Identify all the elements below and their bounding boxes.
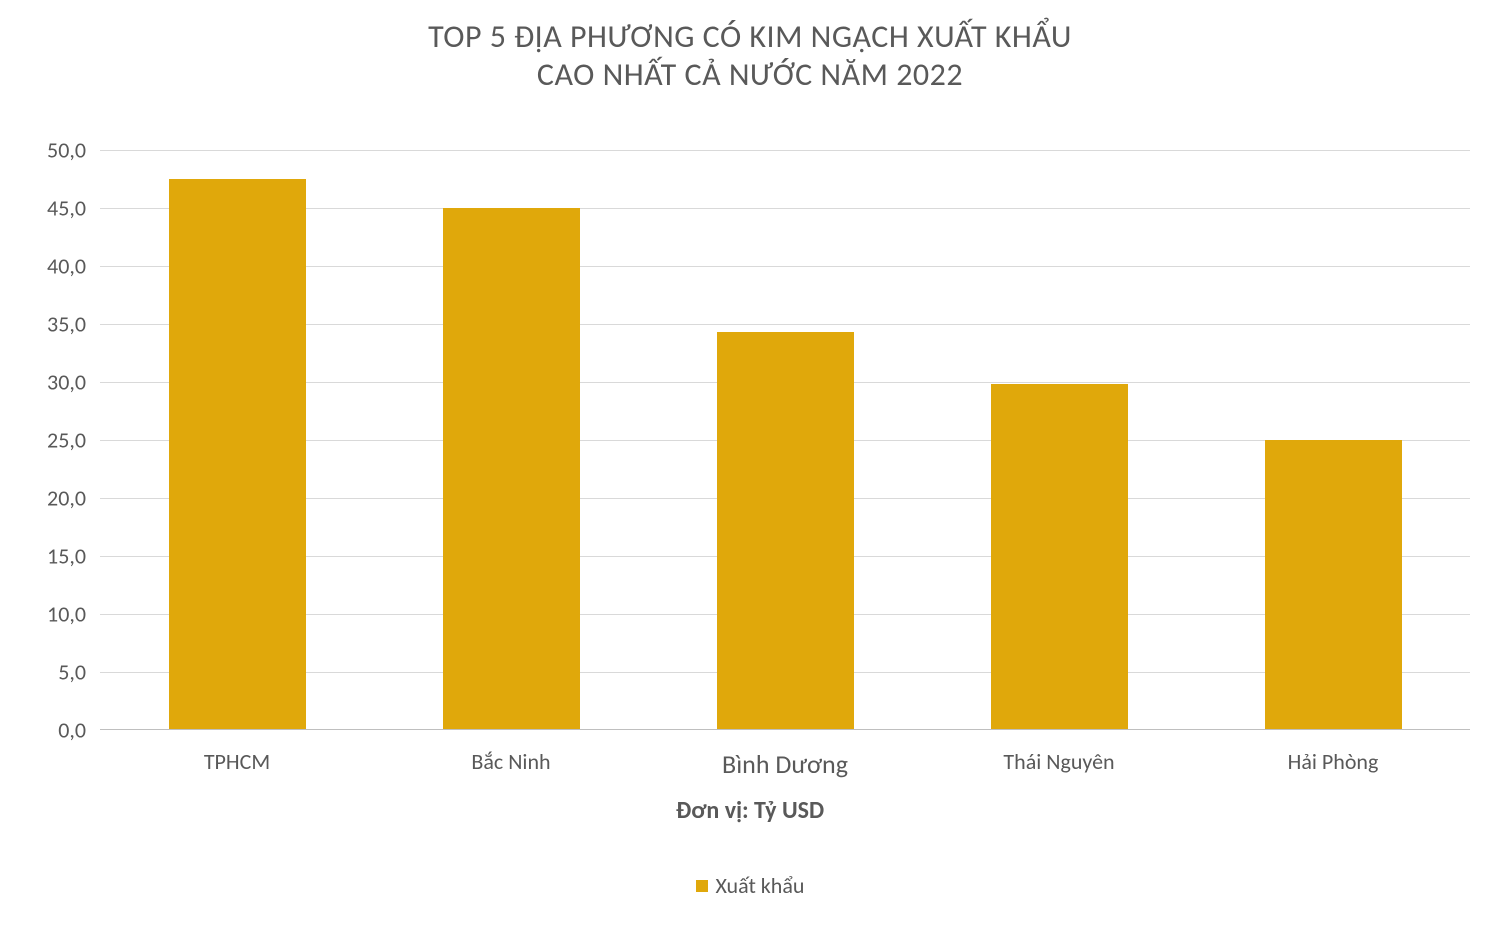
chart-title: TOP 5 ĐỊA PHƯƠNG CÓ KIM NGẠCH XUẤT KHẨU … — [0, 18, 1500, 95]
y-tick-label: 45,0 — [47, 195, 100, 222]
legend: Xuất khẩu — [0, 872, 1500, 899]
legend-label: Xuất khẩu — [716, 872, 805, 899]
x-axis-line — [100, 729, 1470, 730]
y-tick-label: 50,0 — [47, 137, 100, 164]
y-tick-label: 25,0 — [47, 427, 100, 454]
y-tick-label: 35,0 — [47, 311, 100, 338]
export-chart: TOP 5 ĐỊA PHƯƠNG CÓ KIM NGẠCH XUẤT KHẨU … — [0, 0, 1500, 932]
y-tick-label: 40,0 — [47, 253, 100, 280]
y-tick-label: 10,0 — [47, 601, 100, 628]
legend-swatch — [696, 880, 708, 892]
x-tick-label: Hải Phòng — [1288, 748, 1379, 775]
x-axis-labels: TPHCM Bắc Ninh Bình Dương Thái Nguyên Hải Ph… — [100, 748, 1470, 788]
chart-title-line1: TOP 5 ĐỊA PHƯƠNG CÓ KIM NGẠCH XUẤT KHẨU — [428, 17, 1072, 56]
x-tick-label: Bình Dương — [722, 748, 848, 780]
x-tick-label: Bắc Ninh — [471, 748, 550, 775]
x-tick-label: TPHCM — [204, 748, 270, 775]
y-tick-label: 0,0 — [58, 717, 100, 744]
y-tick-label: 15,0 — [47, 543, 100, 570]
y-tick-label: 20,0 — [47, 485, 100, 512]
y-tick-label: 30,0 — [47, 369, 100, 396]
y-axis-labels: 0,05,010,015,020,025,030,035,040,045,050… — [100, 150, 1470, 730]
plot-area: 0,05,010,015,020,025,030,035,040,045,050… — [100, 150, 1470, 730]
x-tick-label: Thái Nguyên — [1003, 748, 1114, 775]
x-axis-title-text: Đơn vị: Tỷ USD — [676, 796, 824, 825]
x-axis-title: Đơn vị: Tỷ USD — [0, 796, 1500, 825]
y-tick-label: 5,0 — [58, 659, 100, 686]
chart-title-line2: CAO NHẤT CẢ NƯỚC NĂM 2022 — [537, 55, 963, 94]
